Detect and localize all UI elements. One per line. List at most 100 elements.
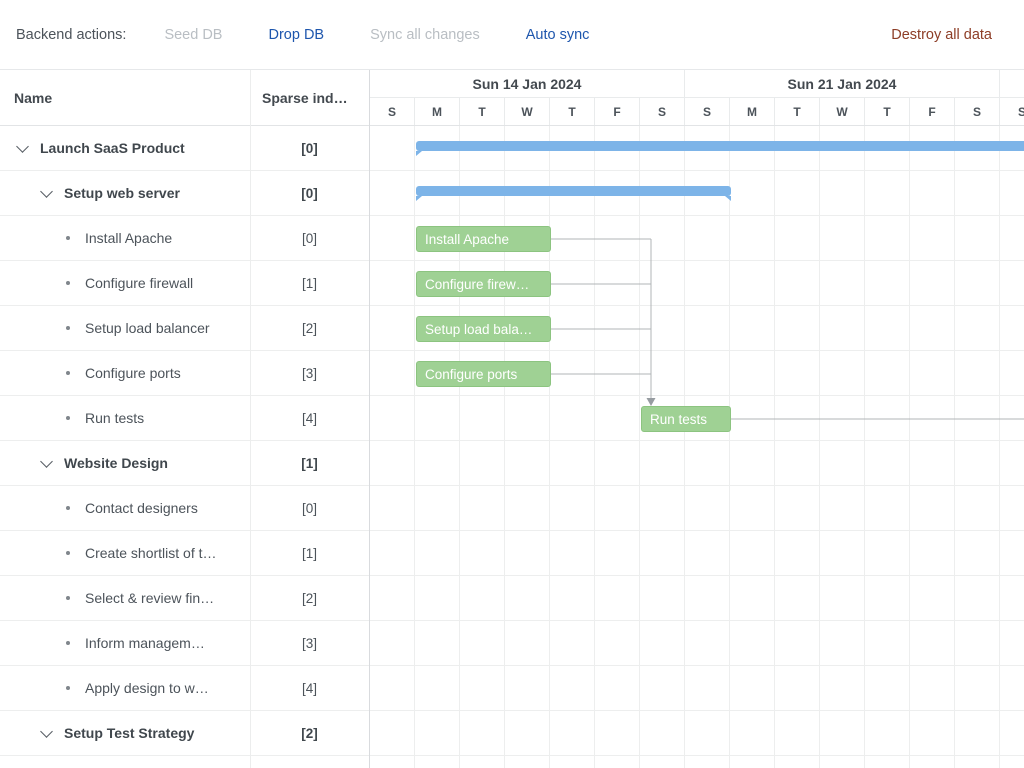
sparse-index-value: [2] bbox=[301, 590, 317, 606]
task-bar[interactable]: Install Apache bbox=[416, 226, 551, 252]
task-row[interactable]: Launch SaaS Product [0] bbox=[0, 126, 369, 171]
drop-db-button[interactable]: Drop DB bbox=[256, 19, 336, 51]
task-row[interactable]: Configure firewall [1] bbox=[0, 261, 369, 306]
column-divider bbox=[250, 70, 251, 768]
week-header: Sun 21 Jan 2024 bbox=[685, 70, 1000, 98]
day-header: T bbox=[865, 98, 910, 125]
timeline-row bbox=[370, 396, 1024, 441]
sparse-index-value: [4] bbox=[301, 410, 317, 426]
day-header: F bbox=[910, 98, 955, 125]
bullet-icon bbox=[66, 326, 70, 330]
task-row[interactable]: Create shortlist of t… [1] bbox=[0, 531, 369, 576]
task-name: Run tests bbox=[85, 410, 145, 426]
task-name: Setup web server bbox=[64, 185, 180, 201]
sparse-index-value: [1] bbox=[301, 545, 317, 561]
task-row[interactable]: Run tests [4] bbox=[0, 396, 369, 441]
day-header: T bbox=[550, 98, 595, 125]
day-header: W bbox=[820, 98, 865, 125]
task-name: Setup Test Strategy bbox=[64, 725, 195, 741]
sparse-index-value: [1] bbox=[301, 455, 318, 471]
sparse-index-value: [3] bbox=[301, 365, 317, 381]
sparse-index-value: [2] bbox=[301, 725, 318, 741]
day-header: T bbox=[460, 98, 505, 125]
sparse-index-value: [2] bbox=[301, 320, 317, 336]
timeline-row bbox=[370, 621, 1024, 666]
gantt-main: Name Sparse ind… Launch SaaS Product [0]… bbox=[0, 70, 1024, 768]
week-header bbox=[1000, 70, 1024, 98]
parent-task-bar[interactable] bbox=[416, 141, 1024, 156]
toolbar: Backend actions: Seed DB Drop DB Sync al… bbox=[0, 0, 1024, 70]
parent-task-bar[interactable] bbox=[416, 186, 731, 201]
chevron-down-icon[interactable] bbox=[40, 184, 53, 198]
week-header: Sun 14 Jan 2024 bbox=[370, 70, 685, 98]
timeline-row bbox=[370, 666, 1024, 711]
task-bar[interactable]: Run tests bbox=[641, 406, 731, 432]
task-row[interactable]: Apply design to w… [4] bbox=[0, 666, 369, 711]
task-bar[interactable]: Setup load bala… bbox=[416, 316, 551, 342]
task-row[interactable]: Setup load balancer [2] bbox=[0, 306, 369, 351]
task-row[interactable]: Website Design [1] bbox=[0, 441, 369, 486]
sparse-index-value: [4] bbox=[301, 680, 317, 696]
task-name: Inform managem… bbox=[85, 635, 205, 651]
sparse-index-value: [0] bbox=[301, 500, 317, 516]
bullet-icon bbox=[66, 596, 70, 600]
bullet-icon bbox=[66, 506, 70, 510]
auto-sync-button[interactable]: Auto sync bbox=[514, 19, 602, 51]
task-bar[interactable]: Configure firew… bbox=[416, 271, 551, 297]
task-name: Website Design bbox=[64, 455, 168, 471]
task-row[interactable]: Setup Test Strategy [2] bbox=[0, 711, 369, 756]
day-header: S bbox=[370, 98, 415, 125]
sparse-index-value: [3] bbox=[301, 635, 317, 651]
chevron-down-icon[interactable] bbox=[16, 139, 29, 153]
destroy-all-data-button[interactable]: Destroy all data bbox=[879, 19, 1004, 51]
task-name: Contact designers bbox=[85, 500, 198, 516]
sync-all-changes-button[interactable]: Sync all changes bbox=[358, 19, 492, 51]
day-header: S bbox=[955, 98, 1000, 125]
day-header: S bbox=[640, 98, 685, 125]
task-row[interactable]: Select & review fin… [2] bbox=[0, 576, 369, 621]
day-header-row: S M T W T F S S M T W T F S S bbox=[370, 98, 1024, 126]
task-name: Apply design to w… bbox=[85, 680, 209, 696]
timeline-row bbox=[370, 126, 1024, 171]
bullet-icon bbox=[66, 686, 70, 690]
task-row[interactable]: Configure ports [3] bbox=[0, 351, 369, 396]
day-header: S bbox=[1000, 98, 1024, 125]
bullet-icon bbox=[66, 416, 70, 420]
timeline-row bbox=[370, 711, 1024, 756]
task-name: Install Apache bbox=[85, 230, 173, 246]
sparse-index-column-header[interactable]: Sparse ind… bbox=[262, 89, 348, 106]
bullet-icon bbox=[66, 236, 70, 240]
timeline-row bbox=[370, 576, 1024, 621]
bullet-icon bbox=[66, 281, 70, 285]
task-row[interactable]: Inform managem… [3] bbox=[0, 621, 369, 666]
timeline-body: Install Apache Configure firew… Setup lo… bbox=[370, 126, 1024, 768]
sparse-index-value: [0] bbox=[301, 185, 318, 201]
task-name: Launch SaaS Product bbox=[40, 140, 185, 156]
chevron-down-icon[interactable] bbox=[40, 454, 53, 468]
week-header-row: Sun 14 Jan 2024 Sun 21 Jan 2024 bbox=[370, 70, 1024, 98]
task-row[interactable]: Install Apache [0] bbox=[0, 216, 369, 261]
day-header: M bbox=[415, 98, 460, 125]
chevron-down-icon[interactable] bbox=[40, 724, 53, 738]
grid-header: Name Sparse ind… bbox=[0, 70, 369, 126]
sparse-index-value: [1] bbox=[301, 275, 317, 291]
day-header: F bbox=[595, 98, 640, 125]
task-name: Create shortlist of t… bbox=[85, 545, 217, 561]
timeline-panel: Sun 14 Jan 2024 Sun 21 Jan 2024 S M T W … bbox=[369, 70, 1024, 768]
toolbar-label: Backend actions: bbox=[16, 26, 127, 43]
day-header: S bbox=[685, 98, 730, 125]
day-header: M bbox=[730, 98, 775, 125]
timeline-row bbox=[370, 531, 1024, 576]
task-name: Configure firewall bbox=[85, 275, 194, 291]
bullet-icon bbox=[66, 551, 70, 555]
task-grid: Name Sparse ind… Launch SaaS Product [0]… bbox=[0, 70, 369, 768]
task-row[interactable]: Contact designers [0] bbox=[0, 486, 369, 531]
seed-db-button[interactable]: Seed DB bbox=[152, 19, 234, 51]
bullet-icon bbox=[66, 641, 70, 645]
task-bar[interactable]: Configure ports bbox=[416, 361, 551, 387]
sparse-index-value: [0] bbox=[301, 140, 318, 156]
task-row[interactable]: Setup web server [0] bbox=[0, 171, 369, 216]
name-column-header[interactable]: Name bbox=[14, 89, 53, 106]
task-name: Setup load balancer bbox=[85, 320, 210, 336]
timeline-row bbox=[370, 171, 1024, 216]
